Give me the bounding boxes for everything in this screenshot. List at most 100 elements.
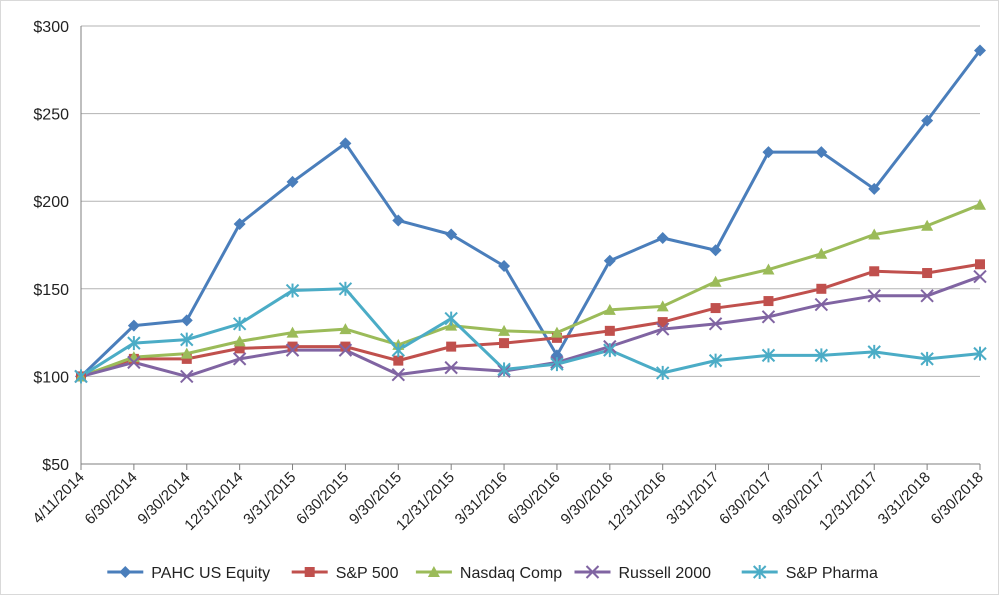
- legend-marker: [304, 567, 315, 577]
- x-tick-label: 3/31/2018: [875, 469, 934, 528]
- data-point-s-p-500: [975, 259, 985, 270]
- y-tick-label: $200: [33, 194, 69, 211]
- marker-stroke: [338, 343, 353, 357]
- legend-item-pahc-us-equity: PAHC US Equity: [107, 565, 270, 582]
- legend-label: Nasdaq Comp: [460, 565, 562, 582]
- data-point-s-p-500: [922, 268, 933, 279]
- series-lines: [79, 49, 982, 378]
- data-point-pahc-us-equity: [445, 228, 458, 241]
- y-tick-label: $150: [33, 282, 69, 299]
- legend-marker: [585, 565, 600, 579]
- legend: PAHC US Equity S&P 500 Nasdaq Comp Russell …: [107, 565, 878, 582]
- marker-stroke: [973, 269, 987, 284]
- data-point-s-p-pharma: [497, 362, 511, 377]
- data-point-russell-2000: [127, 355, 141, 370]
- legend-marker: [752, 565, 767, 579]
- data-point-s-p-500: [551, 332, 562, 343]
- x-tick-label: 4/11/2014: [29, 469, 87, 527]
- data-point-s-p-500: [393, 355, 404, 366]
- data-point-pahc-us-equity: [656, 231, 669, 244]
- data-point-nasdaq-comp: [233, 335, 246, 347]
- data-point-russell-2000: [285, 343, 300, 357]
- y-tick-label: $50: [42, 457, 69, 474]
- marker-stroke: [180, 369, 194, 384]
- data-point-s-p-500: [763, 296, 774, 307]
- data-point-s-p-pharma: [285, 283, 300, 298]
- data-point-nasdaq-comp: [550, 326, 563, 338]
- data-point-s-p-pharma: [708, 353, 723, 368]
- data-point-s-p-pharma: [973, 346, 987, 361]
- legend-item-nasdaq-comp: Nasdaq Comp: [415, 565, 562, 582]
- data-point-s-p-pharma: [444, 311, 458, 326]
- gridlines: [81, 25, 980, 377]
- data-point-s-p-pharma: [761, 348, 776, 363]
- data-point-pahc-us-equity: [709, 244, 722, 257]
- legend-item-russell-2000: Russell 2000: [574, 565, 711, 582]
- data-point-russell-2000: [444, 360, 458, 375]
- data-point-nasdaq-comp: [180, 347, 193, 359]
- data-point-russell-2000: [973, 269, 987, 284]
- data-point-nasdaq-comp: [868, 228, 881, 240]
- data-point-russell-2000: [391, 367, 406, 382]
- data-point-s-p-pharma: [127, 336, 141, 351]
- marker-stroke: [127, 355, 141, 370]
- data-point-pahc-us-equity: [392, 214, 405, 227]
- data-point-nasdaq-comp: [709, 275, 722, 287]
- data-point-pahc-us-equity: [974, 44, 986, 57]
- marker-stroke: [391, 367, 406, 382]
- data-point-pahc-us-equity: [868, 182, 881, 195]
- data-point-s-p-500: [869, 266, 880, 277]
- legend-marker: [427, 566, 440, 577]
- data-point-russell-2000: [338, 343, 353, 357]
- marker-stroke: [232, 352, 247, 366]
- marker-stroke: [814, 297, 829, 312]
- data-point-s-p-500: [499, 338, 510, 349]
- data-point-s-p-500: [234, 343, 245, 354]
- data-point-s-p-pharma: [391, 343, 406, 358]
- x-tick-label: 3/31/2016: [452, 469, 511, 528]
- x-tick-label: 6/30/2016: [505, 469, 564, 528]
- data-point-russell-2000: [761, 310, 776, 324]
- data-point-pahc-us-equity: [603, 254, 616, 267]
- data-point-s-p-pharma: [232, 316, 247, 331]
- data-point-s-p-pharma: [655, 365, 670, 380]
- x-tick-label: 6/30/2015: [293, 469, 352, 528]
- marker-stroke: [655, 322, 670, 336]
- data-point-nasdaq-comp: [498, 324, 511, 336]
- data-point-pahc-us-equity: [233, 217, 246, 230]
- data-point-nasdaq-comp: [339, 323, 352, 335]
- series-markers: [74, 44, 987, 384]
- legend-label: S&P Pharma: [786, 565, 878, 582]
- series-line-nasdaq-comp: [80, 203, 981, 378]
- data-point-russell-2000: [708, 317, 723, 331]
- data-point-russell-2000: [655, 322, 670, 336]
- x-tick-label: 3/31/2017: [663, 469, 722, 528]
- marker-stroke: [920, 289, 934, 303]
- marker-stroke: [708, 317, 723, 331]
- data-point-pahc-us-equity: [498, 260, 511, 273]
- data-point-s-p-pharma: [550, 357, 564, 372]
- data-point-s-p-500: [340, 341, 351, 352]
- data-point-nasdaq-comp: [815, 247, 828, 259]
- data-point-pahc-us-equity: [180, 314, 193, 327]
- x-tick-label: 6/30/2014: [82, 469, 141, 528]
- series-line-russell-2000: [80, 275, 981, 378]
- data-point-s-p-pharma: [814, 348, 829, 363]
- data-point-nasdaq-comp: [656, 300, 669, 312]
- data-point-s-p-pharma: [338, 281, 353, 296]
- data-point-russell-2000: [814, 297, 829, 312]
- data-point-nasdaq-comp: [603, 303, 616, 315]
- data-point-pahc-us-equity: [815, 146, 828, 159]
- marker-stroke: [585, 565, 600, 579]
- data-point-pahc-us-equity: [127, 319, 140, 332]
- data-point-nasdaq-comp: [286, 326, 299, 338]
- series-line-pahc-us-equity: [79, 49, 982, 378]
- legend-item-s-p-500: S&P 500: [291, 565, 399, 582]
- y-tick-label: $250: [33, 107, 69, 124]
- x-tick-label: 6/30/2017: [716, 469, 775, 528]
- marker-stroke: [444, 360, 458, 375]
- data-point-s-p-500: [710, 303, 721, 314]
- series-line-s-p-500: [80, 262, 981, 378]
- data-point-s-p-pharma: [603, 343, 617, 358]
